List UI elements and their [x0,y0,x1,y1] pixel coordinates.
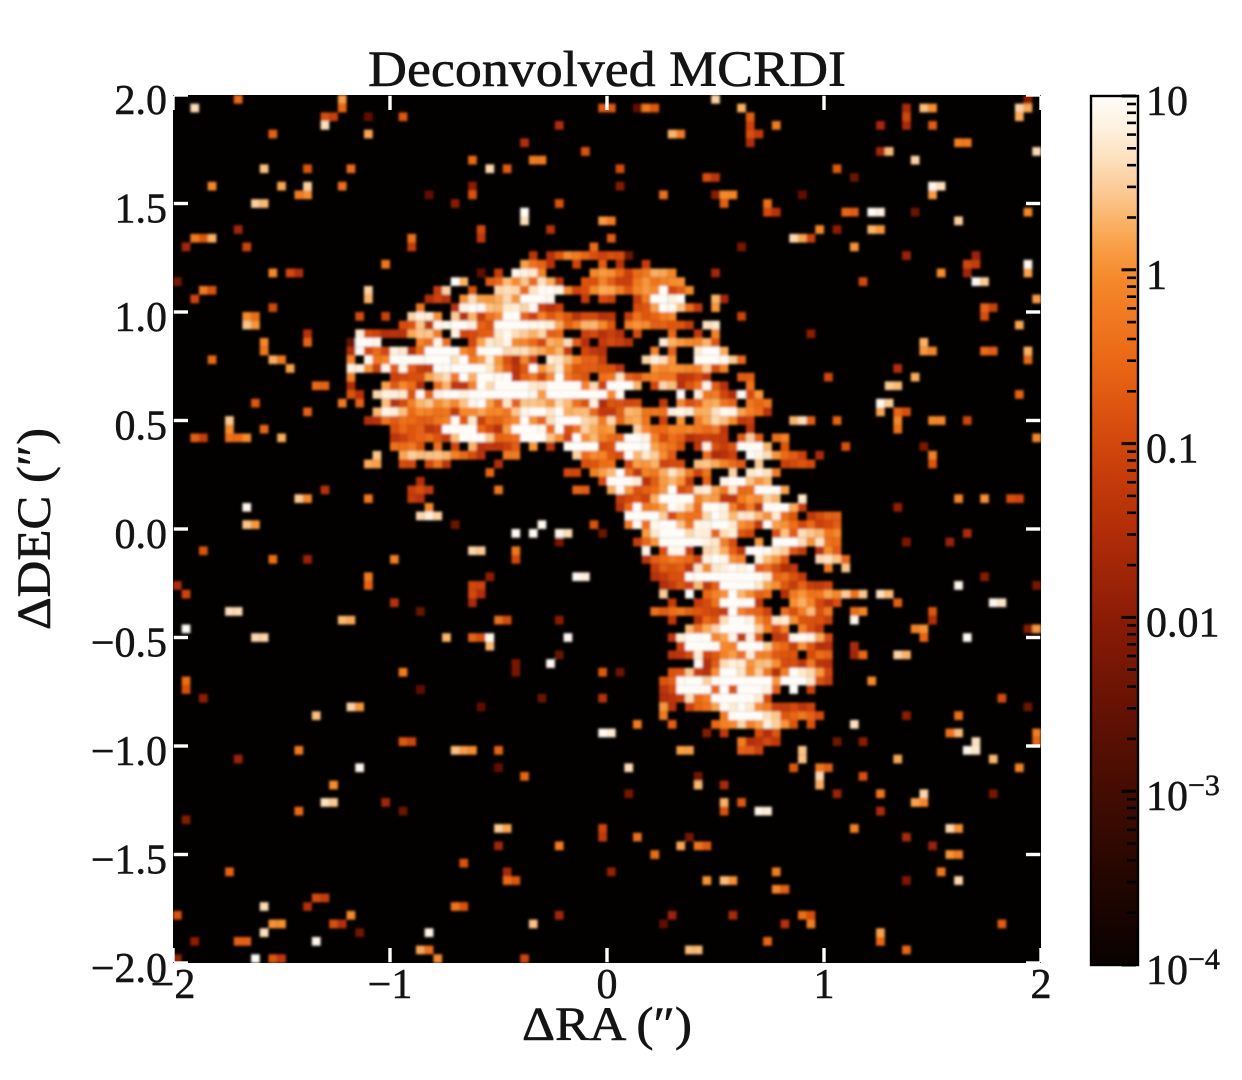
svg-text:0.5: 0.5 [115,404,168,450]
svg-text:2.0: 2.0 [115,78,168,124]
svg-text:−2: −2 [151,962,196,1008]
svg-text:ΔRA (″): ΔRA (″) [522,998,692,1051]
svg-text:−1.5: −1.5 [91,838,167,884]
svg-text:1: 1 [814,962,835,1008]
svg-text:0: 0 [597,962,618,1008]
svg-text:ΔDEC (″): ΔDEC (″) [8,428,61,630]
svg-text:Deconvolved MCRDI: Deconvolved MCRDI [368,42,846,98]
svg-text:10−3: 10−3 [1146,769,1220,820]
svg-text:10−4: 10−4 [1146,943,1220,994]
svg-text:−2.0: −2.0 [91,946,167,992]
svg-text:2: 2 [1031,962,1052,1008]
svg-text:1.5: 1.5 [115,187,168,233]
svg-text:−1.0: −1.0 [91,729,167,775]
svg-text:0.01: 0.01 [1146,600,1220,646]
svg-text:−1: −1 [368,962,413,1008]
svg-text:1: 1 [1146,253,1167,299]
svg-text:0.0: 0.0 [115,512,168,558]
svg-text:0.1: 0.1 [1146,427,1199,473]
svg-text:10: 10 [1146,79,1188,125]
svg-text:−0.5: −0.5 [91,621,167,667]
svg-text:1.0: 1.0 [115,295,168,341]
